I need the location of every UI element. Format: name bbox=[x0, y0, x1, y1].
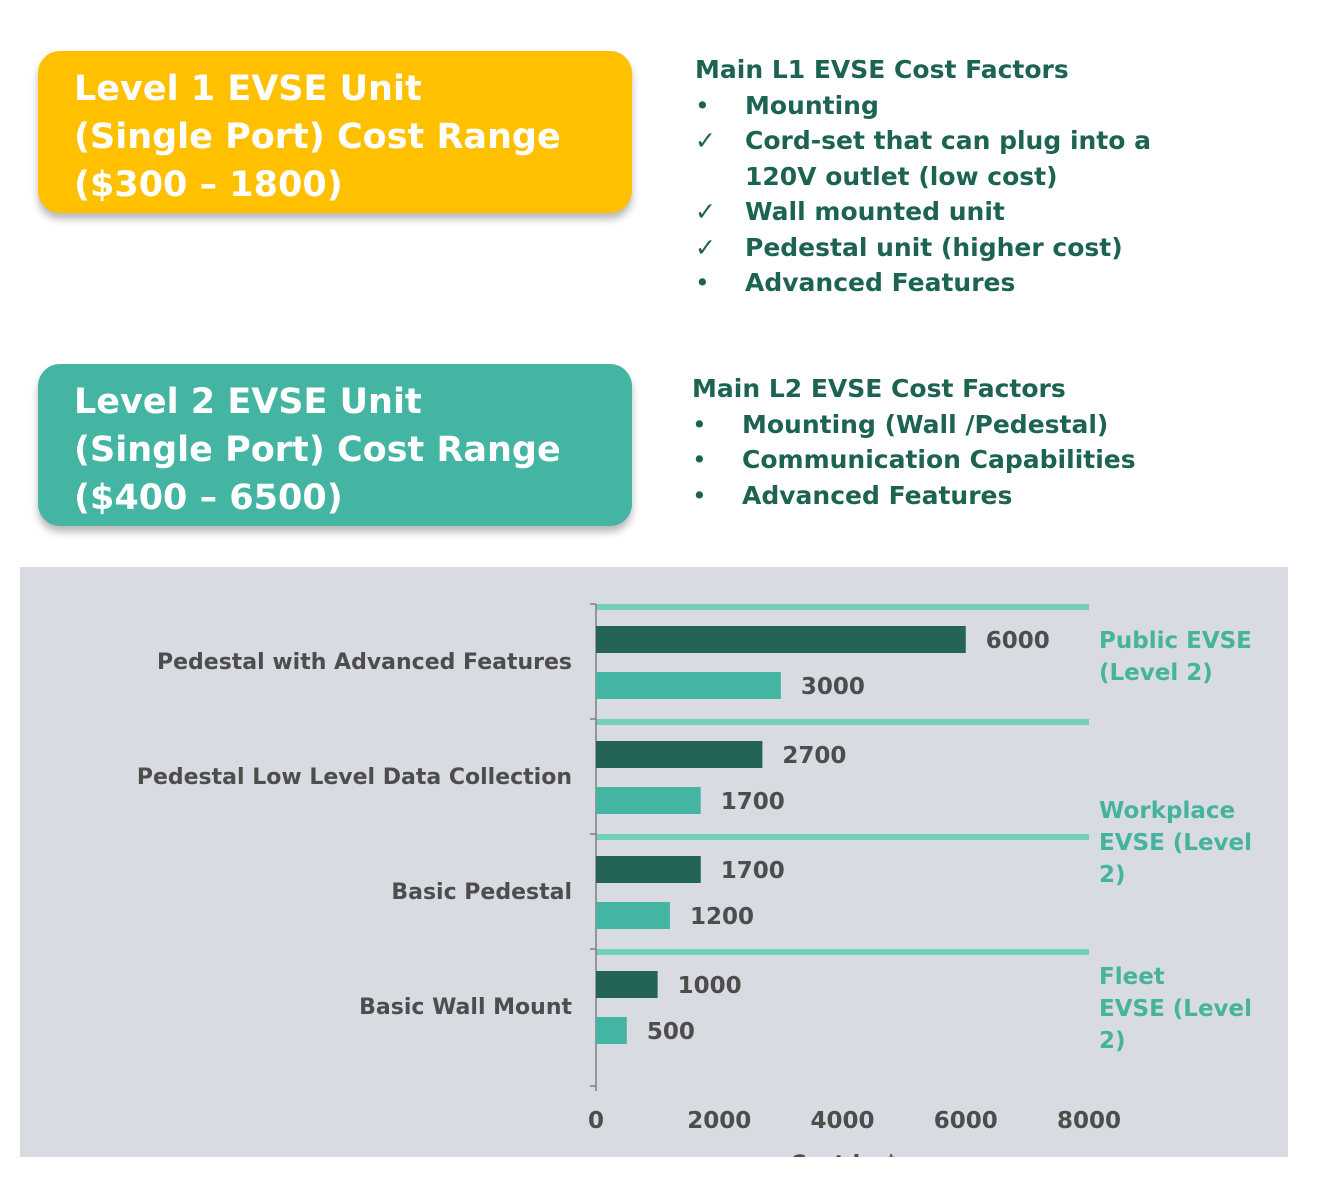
data-label: 3000 bbox=[801, 674, 865, 700]
segment-label: EVSE (Level bbox=[1099, 996, 1252, 1022]
bar bbox=[596, 626, 966, 653]
factor-text: Advanced Features bbox=[742, 480, 1013, 510]
segment-label: 2) bbox=[1099, 1028, 1126, 1054]
level2-title-line-3: ($400 – 6500) bbox=[74, 478, 343, 518]
bar bbox=[596, 971, 658, 998]
data-label: 2700 bbox=[782, 743, 846, 769]
bullet-icon: • bbox=[692, 480, 707, 510]
l2-factors-list: • Mounting (Wall /Pedestal) • Communicat… bbox=[692, 407, 1136, 514]
l1-factors-heading: Main L1 EVSE Cost Factors bbox=[695, 55, 1069, 84]
factor-text: Communication Capabilities bbox=[742, 445, 1136, 474]
factor-text-continued: 120V outlet (low cost) bbox=[745, 161, 1058, 191]
bar bbox=[596, 856, 701, 883]
l1-cost-factors: Main L1 EVSE Cost Factors • Mounting ✓ C… bbox=[695, 52, 1151, 301]
checkmark-icon: ✓ bbox=[695, 126, 716, 155]
x-tick-label: 0 bbox=[588, 1108, 604, 1134]
bar bbox=[596, 902, 670, 929]
x-axis-title: Cost in $ bbox=[790, 1152, 899, 1157]
category-label: Basic Wall Mount bbox=[359, 995, 572, 1020]
segment-separator bbox=[596, 949, 1089, 955]
list-item: • Advanced Features bbox=[695, 265, 1151, 301]
data-label: 1700 bbox=[721, 858, 785, 884]
data-label: 1200 bbox=[690, 904, 754, 930]
level1-cost-range-box: Level 1 EVSE Unit (Single Port) Cost Ran… bbox=[38, 51, 632, 213]
segment-label: Fleet bbox=[1099, 964, 1165, 990]
segment-label: Workplace bbox=[1099, 798, 1235, 824]
factor-text: Cord-set that can plug into a bbox=[745, 126, 1152, 155]
level2-title-line-2: (Single Port) Cost Range bbox=[74, 430, 561, 470]
bullet-icon: • bbox=[692, 445, 707, 474]
category-label: Basic Pedestal bbox=[391, 880, 572, 905]
l1-factors-list: • Mounting ✓ Cord-set that can plug into… bbox=[695, 88, 1151, 301]
list-item: • Communication Capabilities bbox=[692, 442, 1136, 478]
list-item: • Advanced Features bbox=[692, 478, 1136, 514]
list-item: • Mounting bbox=[695, 88, 1151, 124]
category-label: Pedestal with Advanced Features bbox=[157, 650, 572, 675]
l2-cost-factors: Main L2 EVSE Cost Factors • Mounting (Wa… bbox=[692, 371, 1136, 513]
x-tick-label: 8000 bbox=[1057, 1108, 1121, 1134]
factor-text: Wall mounted unit bbox=[745, 197, 1005, 226]
level1-title-line-1: Level 1 EVSE Unit bbox=[74, 69, 422, 109]
factor-text: Pedestal unit (higher cost) bbox=[745, 232, 1123, 262]
bar bbox=[596, 741, 763, 768]
factor-text: Mounting bbox=[745, 90, 879, 120]
bar bbox=[596, 1017, 627, 1044]
segment-label: (Level 2) bbox=[1099, 660, 1213, 686]
bullet-icon: • bbox=[692, 409, 707, 439]
segment-separator bbox=[596, 604, 1089, 610]
chart-svg: Pedestal with Advanced Features 6000 3000 P… bbox=[137, 603, 1252, 1157]
bar bbox=[596, 787, 701, 814]
l2-factors-heading: Main L2 EVSE Cost Factors bbox=[692, 374, 1066, 403]
data-label: 500 bbox=[647, 1019, 695, 1045]
list-item: • Mounting (Wall /Pedestal) bbox=[692, 407, 1136, 443]
data-label: 1700 bbox=[721, 789, 785, 815]
level2-title-line-1: Level 2 EVSE Unit bbox=[74, 382, 422, 422]
segment-separator bbox=[596, 719, 1089, 725]
bullet-icon: • bbox=[695, 268, 710, 297]
bar bbox=[596, 672, 781, 699]
factor-text: Advanced Features bbox=[745, 268, 1016, 297]
level1-title-line-2: (Single Port) Cost Range bbox=[74, 117, 561, 157]
segment-separator bbox=[596, 834, 1089, 840]
checkmark-icon: ✓ bbox=[695, 232, 716, 262]
x-tick-label: 6000 bbox=[934, 1108, 998, 1134]
level2-cost-range-box: Level 2 EVSE Unit (Single Port) Cost Ran… bbox=[38, 364, 632, 526]
list-item: ✓ Wall mounted unit bbox=[695, 194, 1151, 230]
level1-title-line-3: ($300 – 1800) bbox=[74, 165, 343, 205]
factor-text: Mounting (Wall /Pedestal) bbox=[742, 409, 1109, 439]
cost-bar-chart: Pedestal with Advanced Features 6000 3000 P… bbox=[20, 567, 1288, 1157]
list-item: ✓ Cord-set that can plug into a 120V out… bbox=[695, 123, 1151, 194]
data-label: 1000 bbox=[678, 973, 742, 999]
category-label: Pedestal Low Level Data Collection bbox=[137, 765, 572, 790]
x-tick-label: 2000 bbox=[687, 1108, 751, 1134]
segment-label: EVSE (Level bbox=[1099, 830, 1252, 856]
list-item: ✓ Pedestal unit (higher cost) bbox=[695, 230, 1151, 266]
checkmark-icon: ✓ bbox=[695, 197, 716, 226]
bullet-icon: • bbox=[695, 90, 710, 120]
data-label: 6000 bbox=[986, 628, 1050, 654]
segment-label: 2) bbox=[1099, 862, 1126, 888]
segment-label: Public EVSE bbox=[1099, 628, 1252, 654]
x-tick-label: 4000 bbox=[810, 1108, 874, 1134]
